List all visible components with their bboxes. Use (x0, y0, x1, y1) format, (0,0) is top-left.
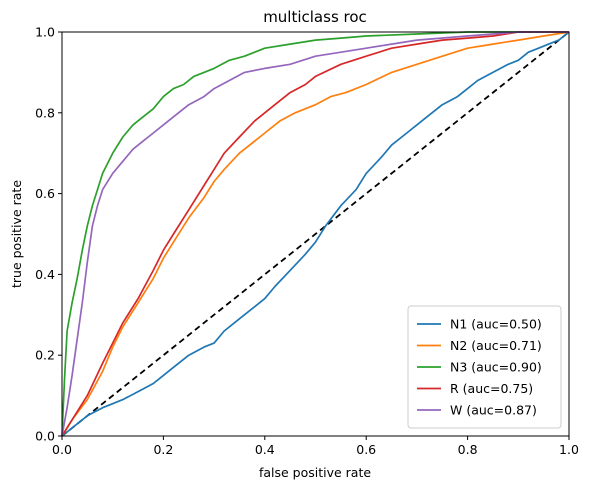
y-tick-label: 0.8 (35, 105, 55, 120)
x-tick-label: 0.8 (458, 442, 478, 457)
y-tick-label: 0.2 (35, 348, 55, 363)
legend-box (407, 305, 562, 429)
chart-title: multiclass roc (263, 8, 367, 26)
legend-label-2: N3 (auc=0.90) (450, 360, 542, 375)
series-line-2 (61, 31, 569, 437)
x-tick-label: 0.2 (153, 442, 173, 457)
series-line-0 (61, 31, 570, 437)
y-tick-label: 0.0 (35, 429, 55, 444)
plot-area (61, 31, 570, 437)
legend-label-0: N1 (auc=0.50) (450, 317, 542, 332)
series-line-1 (61, 31, 570, 437)
y-tick-label: 0.4 (35, 267, 55, 282)
y-tick-label: 1.0 (35, 25, 55, 40)
x-tick-label: 0.6 (356, 442, 376, 457)
x-axis-label: false positive rate (259, 465, 371, 480)
legend: N1 (auc=0.50) N2 (auc=0.71) N3 (auc=0.90) R… (407, 305, 562, 429)
legend-label-3: R (auc=0.75) (450, 381, 533, 396)
axes-frame (61, 31, 570, 437)
x-tick-label: 1.0 (559, 442, 579, 457)
y-axis-label: true positive rate (9, 180, 24, 288)
x-tick-label: 0.4 (255, 442, 275, 457)
series-line-4 (61, 31, 569, 437)
legend-label-4: W (auc=0.87) (450, 403, 537, 418)
axis-ticks: 0.0 0.2 0.4 0.6 0.8 1.0 0.0 0.2 0.4 0.6 0.8 1.0 (35, 25, 579, 458)
chance-line (61, 31, 570, 437)
legend-label-1: N2 (auc=0.71) (450, 338, 542, 353)
x-tick-label: 0.0 (52, 442, 72, 457)
y-tick-label: 0.6 (35, 186, 55, 201)
series-line-3 (61, 31, 569, 437)
